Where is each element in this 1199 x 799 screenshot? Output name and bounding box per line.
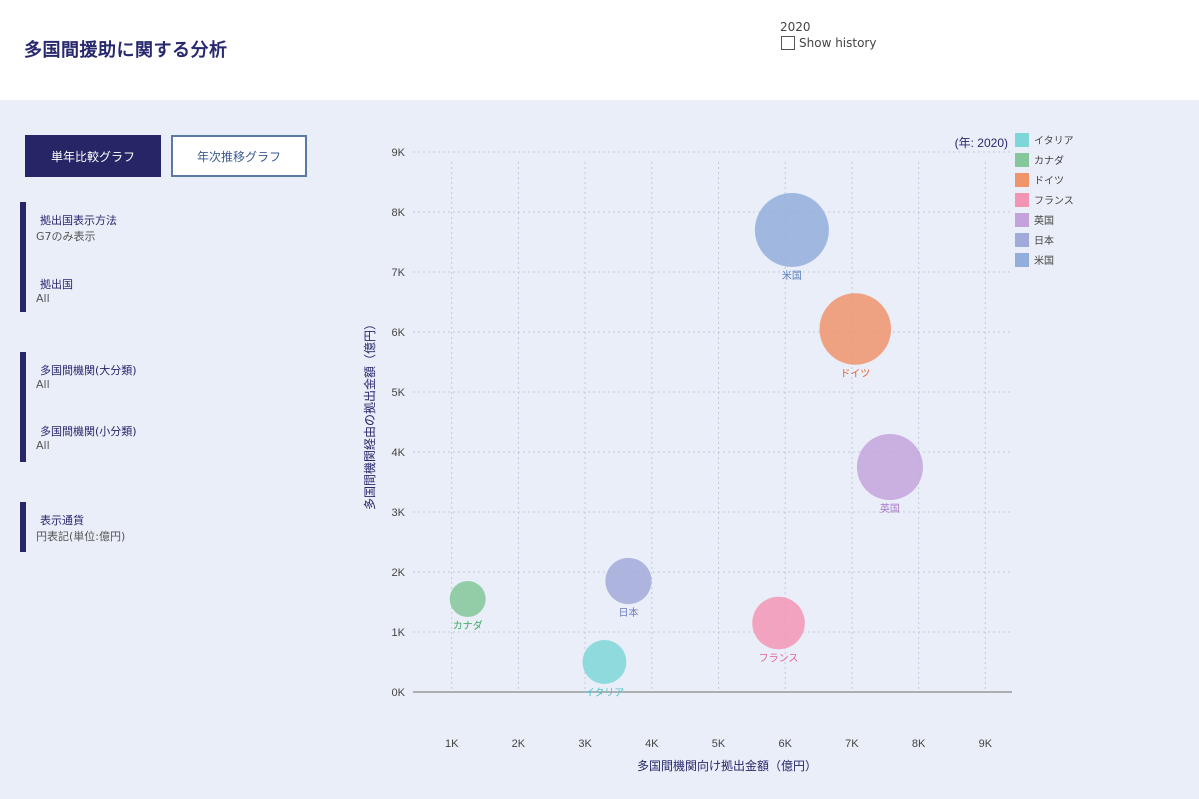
- yearly-trend-chart-button[interactable]: 年次推移グラフ: [171, 135, 307, 177]
- bubble-label: イタリア: [585, 687, 625, 699]
- legend-label: 日本: [1034, 234, 1054, 247]
- y-tick-label: 3K: [392, 507, 406, 519]
- y-tick-label: 7K: [392, 267, 406, 279]
- currency-value[interactable]: 円表記(単位:億円): [36, 530, 126, 543]
- chart-grid: [413, 151, 1012, 692]
- legend-swatch: [1015, 233, 1029, 247]
- page-title: 多国間援助に関する分析: [24, 40, 228, 61]
- main-panel: 単年比較グラフ 年次推移グラフ 拠出国表示方法 G7のみ表示 拠出国 All 多…: [0, 100, 1199, 799]
- org-minor-label: 多国間機関(小分類): [40, 425, 137, 438]
- bubble-イタリア[interactable]: [582, 640, 627, 684]
- currency-filter[interactable]: 表示通貨 円表記(単位:億円): [26, 502, 125, 544]
- legend-swatch: [1015, 133, 1029, 147]
- legend-label: イタリア: [1034, 135, 1074, 147]
- y-tick-label: 6K: [392, 327, 406, 339]
- legend-swatch: [1015, 213, 1029, 227]
- bubble-英国[interactable]: [856, 433, 923, 501]
- show-history-toggle[interactable]: Show history: [781, 36, 876, 50]
- bubble-chart[interactable]: 0K 1K 2K 3K 4K 5K 6K 7K 8K 9K 1K 2K 3K 4K 5K 6K 7K 8K 9K イ…: [0, 100, 1199, 799]
- show-history-checkbox[interactable]: [781, 36, 795, 50]
- single-year-chart-button[interactable]: 単年比較グラフ: [25, 135, 161, 177]
- x-tick-label: 8K: [912, 738, 926, 750]
- country-value[interactable]: All: [36, 292, 50, 305]
- legend-item[interactable]: イタリア: [1015, 133, 1074, 147]
- currency-label: 表示通貨: [40, 514, 84, 527]
- x-axis-title: 多国間機関向け拠出金額（億円）: [637, 758, 817, 773]
- org-minor-filter[interactable]: 多国間機関(小分類) All: [26, 391, 137, 452]
- y-axis-title: 多国間機関経由の拠出金額（億円）: [362, 318, 377, 510]
- y-tick-label: 9K: [392, 147, 406, 159]
- bubble-ドイツ[interactable]: [819, 293, 892, 365]
- legend-item[interactable]: 米国: [1015, 253, 1054, 267]
- legend-label: ドイツ: [1034, 176, 1064, 187]
- y-tick-label: 1K: [392, 627, 406, 639]
- bubble-label: ドイツ: [840, 369, 870, 380]
- bubble-label: 米国: [782, 269, 802, 282]
- bubble-label: フランス: [759, 652, 799, 664]
- bubble-米国[interactable]: [754, 193, 829, 267]
- legend-label: カナダ: [1034, 154, 1064, 167]
- legend-item[interactable]: ドイツ: [1015, 173, 1064, 187]
- org-major-label: 多国間機関(大分類): [40, 364, 137, 377]
- chart-year-annotation: (年: 2020): [955, 136, 1008, 150]
- x-tick-label: 2K: [512, 738, 526, 750]
- legend-label: 米国: [1034, 254, 1054, 267]
- display-method-value[interactable]: G7のみ表示: [36, 230, 96, 243]
- legend-swatch: [1015, 193, 1029, 207]
- x-tick-label: 5K: [712, 738, 726, 750]
- org-major-value[interactable]: All: [36, 378, 50, 391]
- y-tick-label: 2K: [392, 567, 406, 579]
- bubble-日本[interactable]: [605, 557, 652, 605]
- legend-label: フランス: [1034, 195, 1074, 207]
- legend-item[interactable]: 英国: [1015, 213, 1054, 227]
- x-tick-label: 7K: [845, 738, 859, 750]
- x-tick-label: 3K: [578, 738, 592, 750]
- legend-swatch: [1015, 173, 1029, 187]
- legend-item[interactable]: フランス: [1015, 193, 1074, 207]
- currency-filter-group: 表示通貨 円表記(単位:億円): [20, 502, 125, 552]
- legend-swatch: [1015, 153, 1029, 167]
- bubble-label: カナダ: [453, 619, 483, 632]
- country-label: 拠出国: [40, 278, 73, 291]
- legend-item[interactable]: カナダ: [1015, 153, 1064, 167]
- y-tick-label: 4K: [392, 447, 406, 459]
- y-tick-label: 0K: [392, 687, 406, 699]
- legend-label: 英国: [1034, 214, 1054, 227]
- bubble-フランス[interactable]: [752, 596, 805, 650]
- x-tick-label: 9K: [979, 738, 993, 750]
- legend-item[interactable]: 日本: [1015, 233, 1054, 247]
- x-tick-label: 4K: [645, 738, 659, 750]
- show-history-label: Show history: [799, 36, 877, 50]
- org-major-filter[interactable]: 多国間機関(大分類) All: [26, 352, 137, 391]
- x-tick-label: 1K: [445, 738, 459, 750]
- year-label: 2020: [780, 20, 811, 34]
- display-method-filter[interactable]: 拠出国表示方法 G7のみ表示: [26, 202, 117, 244]
- organization-filter-group: 多国間機関(大分類) All 多国間機関(小分類) All: [20, 352, 137, 462]
- header: 多国間援助に関する分析 2020 Show history: [0, 0, 1199, 100]
- x-tick-label: 6K: [778, 738, 792, 750]
- country-filter-group: 拠出国表示方法 G7のみ表示 拠出国 All: [20, 202, 117, 312]
- bubble-カナダ[interactable]: [449, 581, 486, 617]
- y-tick-label: 8K: [392, 207, 406, 219]
- display-method-label: 拠出国表示方法: [40, 214, 117, 227]
- y-tick-label: 5K: [392, 387, 406, 399]
- bubble-label: 英国: [880, 502, 900, 515]
- chart-axes: 0K 1K 2K 3K 4K 5K 6K 7K 8K 9K 1K 2K 3K 4K 5K 6K 7K 8K 9K: [392, 147, 1012, 750]
- country-filter[interactable]: 拠出国 All: [26, 244, 117, 305]
- legend-swatch: [1015, 253, 1029, 267]
- bubble-label: 日本: [618, 606, 638, 619]
- org-minor-value[interactable]: All: [36, 439, 50, 452]
